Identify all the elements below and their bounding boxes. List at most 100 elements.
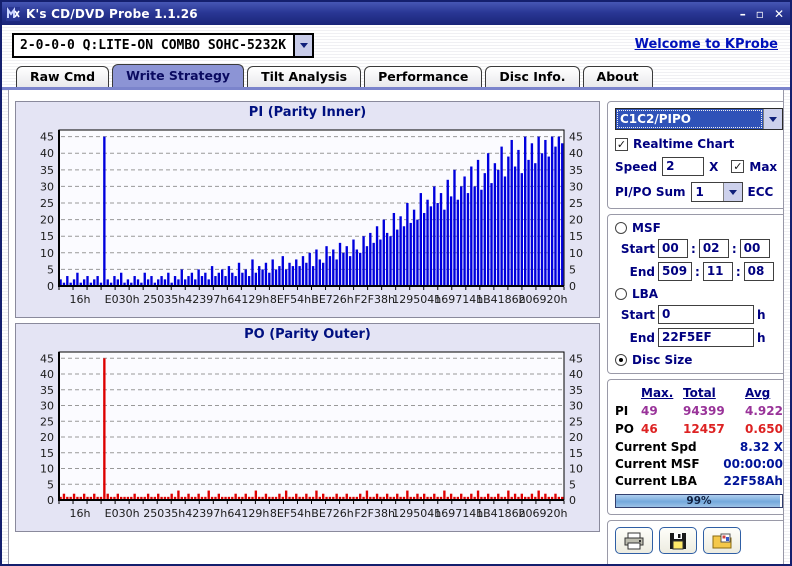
current-lba-label: Current LBA <box>615 474 697 488</box>
chevron-down-icon <box>768 116 777 122</box>
svg-text:40: 40 <box>40 368 54 381</box>
svg-text:1B4186h: 1B4186h <box>476 507 526 520</box>
mode-dropdown-button[interactable] <box>762 109 782 129</box>
printer-icon <box>624 532 644 549</box>
svg-text:16h: 16h <box>69 507 90 520</box>
svg-text:10: 10 <box>40 247 54 260</box>
svg-text:20: 20 <box>569 431 583 444</box>
svg-text:BE726h: BE726h <box>311 293 353 306</box>
svg-text:10: 10 <box>569 247 583 260</box>
svg-text:5: 5 <box>47 263 54 276</box>
svg-text:64129h: 64129h <box>227 293 269 306</box>
realtime-chart-label: Realtime Chart <box>633 137 735 151</box>
speed-input[interactable]: 2 <box>662 157 705 176</box>
current-spd-value: 8.32 X <box>739 440 783 454</box>
maximize-button[interactable]: ▫ <box>755 6 764 21</box>
lba-label: LBA <box>632 287 659 301</box>
drive-row: 2-0-0-0 Q:LITE-ON COMBO SOHC-5232K NK07 … <box>2 25 790 61</box>
pipo-sum-select[interactable]: 1 <box>690 182 743 202</box>
tab-tilt-analysis[interactable]: Tilt Analysis <box>247 66 362 87</box>
svg-text:42397h: 42397h <box>185 293 227 306</box>
pipo-sum-dropdown-button[interactable] <box>722 183 742 201</box>
progress-bar: 99% <box>615 494 783 508</box>
pi-chart: 0 0 5 5 10 10 15 15 20 20 25 25 30 30 35 35 40 40 45 45 16h E… <box>40 129 583 306</box>
lba-start-input[interactable]: 0 <box>658 305 754 324</box>
lba-radio[interactable] <box>615 288 627 300</box>
title-bar: K's CD/DVD Probe 1.1.26 – ▫ ✕ <box>2 2 790 25</box>
stats-pi-label: PI <box>615 404 629 418</box>
controls-column: C1C2/PIPO ✓ Realtime Chart Speed 2 X ✓ <box>607 101 783 564</box>
minimize-button[interactable]: – <box>739 6 746 21</box>
svg-text:20: 20 <box>40 214 54 227</box>
svg-text:5: 5 <box>47 478 54 491</box>
svg-text:5: 5 <box>569 263 576 276</box>
welcome-link[interactable]: Welcome to KProbe <box>634 37 778 52</box>
svg-text:45: 45 <box>569 352 583 365</box>
msf-end-sec[interactable]: 11 <box>702 262 733 281</box>
export-image-button[interactable] <box>703 527 741 554</box>
msf-start-min[interactable]: 00 <box>658 239 688 258</box>
svg-text:0: 0 <box>47 280 54 293</box>
svg-text:16h: 16h <box>69 293 90 306</box>
stats-group: Max. Total Avg PI 49 94399 4.922 PO 46 1… <box>607 379 783 515</box>
mode-selected-value: C1C2/PIPO <box>616 109 763 129</box>
save-button[interactable] <box>659 527 697 554</box>
speed-unit: X <box>709 159 719 174</box>
tab-about[interactable]: About <box>582 66 653 87</box>
tab-write-strategy[interactable]: Write Strategy <box>112 64 245 87</box>
svg-text:30: 30 <box>569 180 583 193</box>
realtime-chart-checkbox[interactable]: ✓ <box>615 137 628 151</box>
stats-header-avg: Avg <box>745 386 771 400</box>
mode-select[interactable]: C1C2/PIPO <box>615 108 783 130</box>
colon-separator: : <box>731 241 737 256</box>
svg-text:5: 5 <box>569 478 576 491</box>
svg-text:206920h: 206920h <box>518 507 567 520</box>
svg-text:169714h: 169714h <box>434 293 483 306</box>
max-speed-label: Max <box>749 159 778 174</box>
pi-chart-panel: PI (Parity Inner) 0 0 5 5 10 10 15 15 20 20 25 25 30… <box>15 101 600 318</box>
msf-start-sec[interactable]: 02 <box>698 239 729 258</box>
svg-text:25: 25 <box>569 415 583 428</box>
speed-label: Speed <box>615 159 658 174</box>
msf-end-min[interactable]: 509 <box>658 262 692 281</box>
lba-start-label: Start <box>620 307 655 322</box>
svg-text:25: 25 <box>40 197 54 210</box>
drive-select[interactable]: 2-0-0-0 Q:LITE-ON COMBO SOHC-5232K NK07 <box>12 33 314 58</box>
svg-text:8EF54h: 8EF54h <box>269 293 310 306</box>
colon-separator: : <box>691 241 696 256</box>
progress-fill <box>616 495 781 507</box>
lba-end-input[interactable]: 22F5EF <box>658 328 754 347</box>
pipo-sum-label: PI/PO Sum <box>615 185 686 199</box>
svg-text:40: 40 <box>569 147 583 160</box>
msf-end-label: End <box>629 264 655 279</box>
tab-raw-cmd[interactable]: Raw Cmd <box>16 66 110 87</box>
msf-radio[interactable] <box>615 222 627 234</box>
svg-text:35: 35 <box>569 164 583 177</box>
svg-text:BE726h: BE726h <box>311 507 353 520</box>
stats-header-max: Max. <box>641 386 674 400</box>
svg-text:129504h: 129504h <box>392 293 441 306</box>
current-msf-value: 00:00:00 <box>723 457 783 471</box>
svg-text:45: 45 <box>40 131 54 144</box>
svg-text:8EF54h: 8EF54h <box>269 507 310 520</box>
max-speed-checkbox[interactable]: ✓ <box>731 160 745 173</box>
lba-start-unit: h <box>757 307 766 322</box>
chart-options-group: C1C2/PIPO ✓ Realtime Chart Speed 2 X ✓ <box>607 101 783 209</box>
msf-start-frame[interactable]: 00 <box>739 239 770 258</box>
tab-performance[interactable]: Performance <box>364 66 483 87</box>
svg-text:0: 0 <box>47 494 54 507</box>
print-button[interactable] <box>615 527 653 554</box>
tab-disc-info[interactable]: Disc Info. <box>485 66 580 87</box>
close-button[interactable]: ✕ <box>773 6 784 21</box>
drive-dropdown-button[interactable] <box>293 35 312 56</box>
msf-end-frame[interactable]: 08 <box>743 262 774 281</box>
svg-text:30: 30 <box>40 180 54 193</box>
disc-size-radio[interactable] <box>615 354 627 366</box>
po-chart-panel: PO (Parity Outer) 0 0 5 5 10 10 15 15 20 20 25 25 30… <box>15 323 600 532</box>
svg-text:15: 15 <box>40 230 54 243</box>
pipo-sum-value: 1 <box>691 183 723 201</box>
svg-text:25035h: 25035h <box>143 293 185 306</box>
svg-text:35: 35 <box>569 384 583 397</box>
disc-size-label: Disc Size <box>632 353 693 367</box>
